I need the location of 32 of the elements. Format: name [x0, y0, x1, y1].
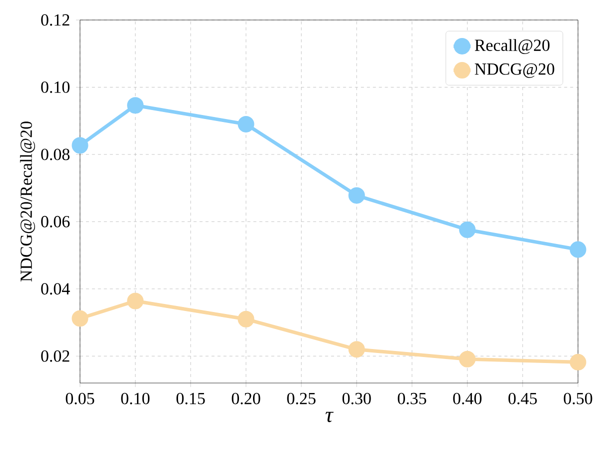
x-tick-label: 0.40: [453, 392, 482, 404]
point: [459, 350, 476, 368]
point: [238, 116, 254, 132]
point: [348, 187, 365, 204]
x-tick-label: 0.20: [232, 392, 260, 404]
x-tick-label: 0.50: [564, 392, 592, 404]
x-tick-label: 0.35: [398, 392, 426, 404]
point: [238, 310, 254, 328]
x-tick-label: 0.30: [342, 392, 371, 404]
x-axis-title: τ: [326, 412, 334, 422]
point: [459, 221, 476, 238]
y-axis-title: NDCG@20/Recall@20: [20, 122, 36, 282]
y-tick-label: 0.12: [41, 14, 70, 26]
legend-label: Recall@20: [474, 39, 550, 54]
x-tick-label: 0.10: [121, 392, 150, 404]
y-tick-label: 0.02: [41, 350, 70, 362]
legend-label: NDCG@20: [474, 63, 554, 78]
y-tick-label: 0.06: [41, 216, 70, 228]
x-tick-label: 0.05: [66, 392, 94, 404]
point: [570, 241, 586, 258]
x-tick-label: 0.25: [287, 392, 316, 404]
y-tick-label: 0.10: [41, 81, 70, 93]
x-tick-label: 0.45: [508, 392, 537, 404]
point: [348, 341, 365, 358]
point: [72, 310, 88, 327]
x-tick-label: 0.15: [176, 392, 205, 404]
point: [127, 292, 144, 310]
point: [72, 137, 88, 154]
y-tick-label: 0.04: [41, 283, 70, 295]
y-tick-label: 0.08: [41, 148, 70, 160]
point: [127, 97, 144, 114]
point: [570, 354, 586, 370]
